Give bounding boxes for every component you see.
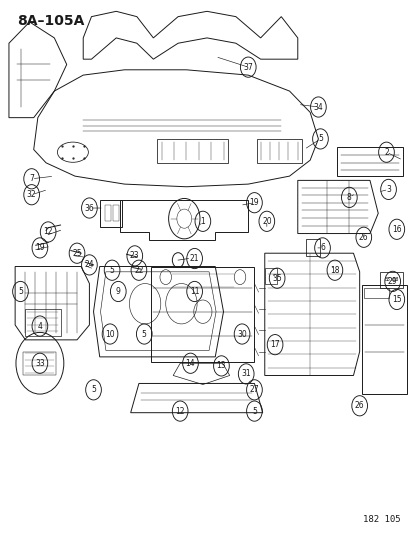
Text: 24: 24 [84,261,94,269]
Text: 13: 13 [216,361,226,370]
Text: 27: 27 [249,385,259,394]
Text: 8A–105A: 8A–105A [17,14,84,28]
Text: 5: 5 [252,407,256,416]
Text: 4: 4 [37,321,42,330]
Text: 11: 11 [190,287,199,296]
Text: 17: 17 [270,340,279,349]
Text: 25: 25 [72,249,82,258]
Text: 26: 26 [358,233,368,242]
Text: 26: 26 [354,401,363,410]
Text: 15: 15 [391,295,401,304]
Text: 88:88: 88:88 [384,277,398,282]
Text: 21: 21 [190,254,199,263]
Text: 23: 23 [130,252,139,260]
Text: 8: 8 [346,193,351,202]
Text: 1: 1 [200,217,205,226]
Text: 6: 6 [319,244,324,253]
Text: 14: 14 [185,359,195,368]
Text: 19: 19 [249,198,259,207]
Text: 10: 10 [105,329,114,338]
Text: 22: 22 [134,266,143,274]
Text: 5: 5 [142,329,146,338]
Text: 182 105: 182 105 [363,515,400,524]
Text: 33: 33 [35,359,45,368]
Text: 5: 5 [317,134,322,143]
Text: 31: 31 [241,369,250,378]
Text: 18: 18 [329,266,339,274]
Text: 34: 34 [313,102,323,111]
Text: 29: 29 [387,277,396,286]
Text: 2: 2 [383,148,388,157]
Text: 20: 20 [261,217,271,226]
Text: 16: 16 [391,225,401,234]
Text: 5: 5 [91,385,96,394]
Text: 3: 3 [385,185,390,194]
Text: 5: 5 [18,287,23,296]
Text: 37: 37 [243,63,252,71]
Text: 35: 35 [272,273,281,282]
Text: 19: 19 [35,244,45,253]
Text: 32: 32 [27,190,36,199]
Text: 12: 12 [43,228,53,237]
Text: 5: 5 [109,266,114,274]
Text: 9: 9 [116,287,121,296]
Text: 7: 7 [29,174,34,183]
Text: 36: 36 [84,204,94,213]
Text: 12: 12 [175,407,185,416]
Text: 30: 30 [237,329,246,338]
